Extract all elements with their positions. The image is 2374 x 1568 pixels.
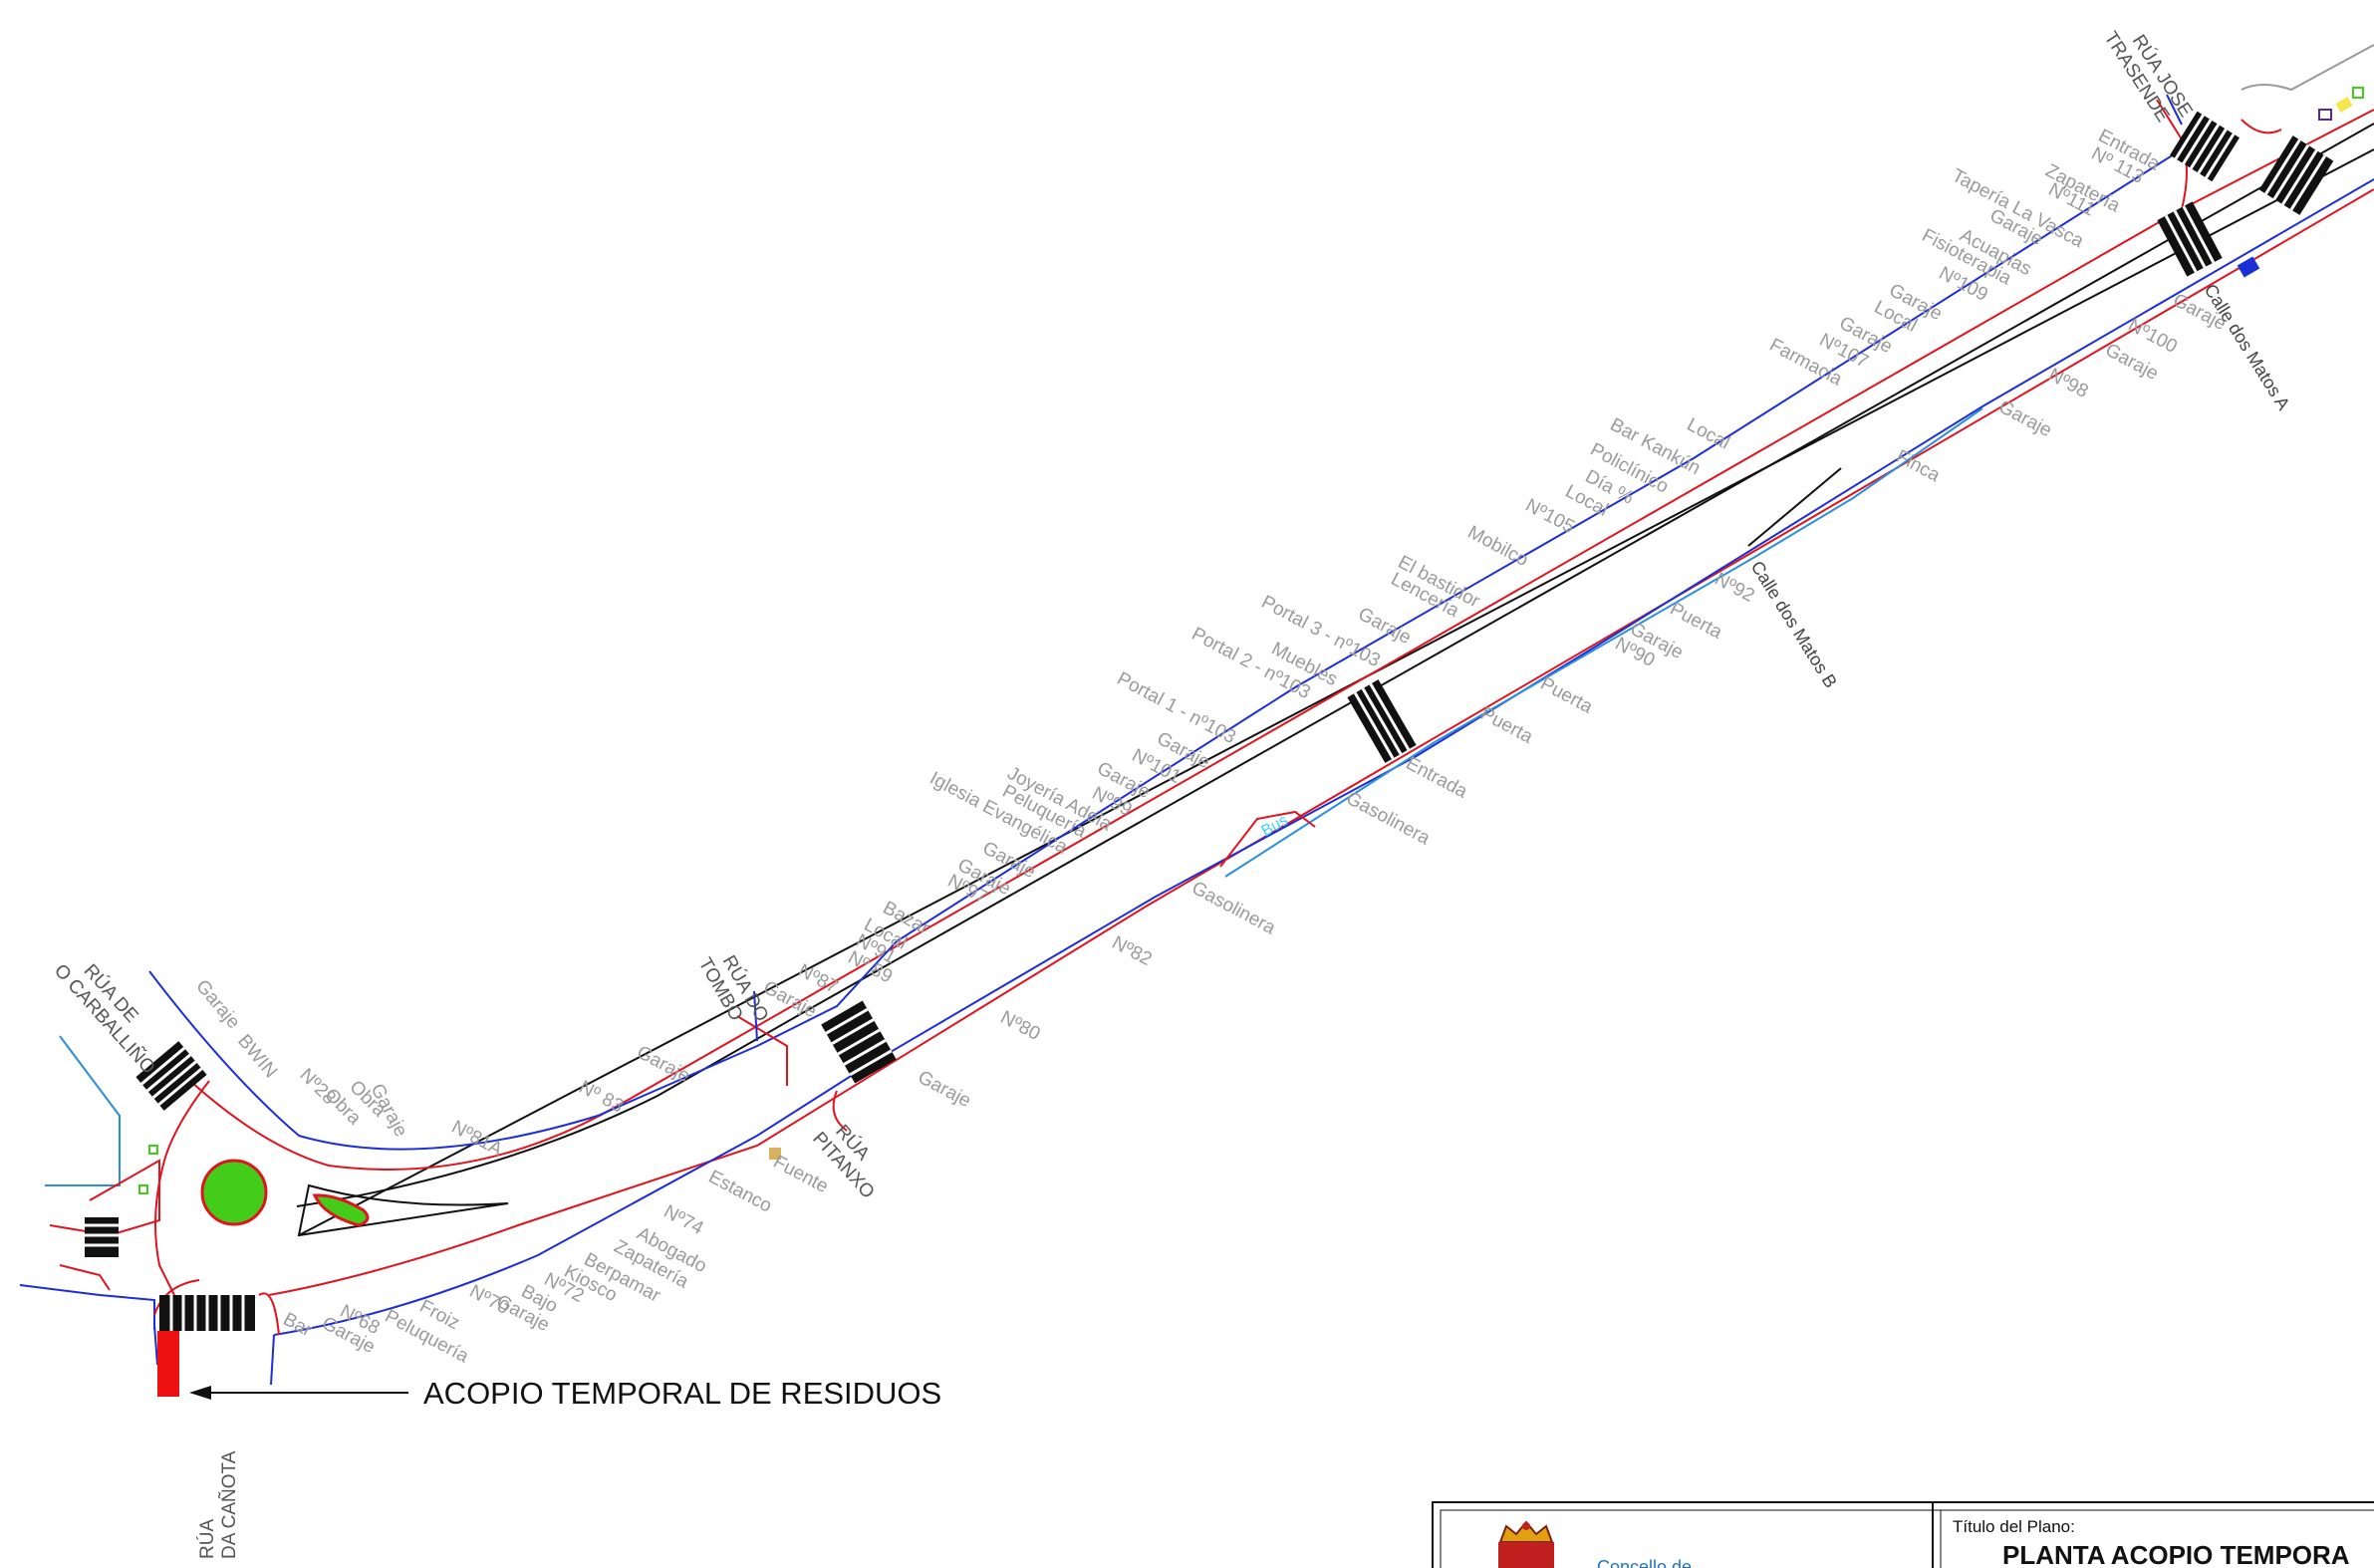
trasende-grey: [2241, 44, 2374, 92]
street-canota-l2: DA CAÑOTA: [218, 1450, 240, 1559]
lbl-s-6: Nº92: [1712, 569, 1758, 607]
plan-title: PLANTA ACOPIO TEMPORA: [2002, 1540, 2350, 1568]
lbl-s-29: Nº70: [466, 1281, 513, 1319]
fuente-marker: [769, 1148, 781, 1160]
facade-south: [273, 178, 2374, 1336]
lbl-s-4: Garaje: [1995, 396, 2055, 441]
small-green-marker-1: [148, 1145, 158, 1155]
street-jose-trasende: RÚA JOSE TRASENDE: [2100, 28, 2198, 126]
green-marker-ne: [2352, 87, 2364, 99]
lbl-s-10: Puerta: [1537, 673, 1597, 718]
lbl-s-7: Puerta: [1667, 599, 1726, 644]
tombo-facade: [753, 990, 758, 1042]
lbl-s-11: Puerta: [1477, 703, 1537, 748]
facade-north: [148, 148, 2183, 1151]
waste-collection-area: [157, 1331, 179, 1397]
street-matos-b: Calle dos Matos B: [1747, 558, 1841, 691]
crosswalk-trasende: [2170, 111, 2240, 182]
trasende-curb-e: [2241, 119, 2282, 134]
canota-facade-w: [153, 1324, 158, 1366]
street-canota-l1: RÚA: [196, 1519, 218, 1559]
sw-facade: [19, 1284, 155, 1330]
canota-facade: [270, 1334, 275, 1386]
lbl-s-34: Bar: [280, 1309, 317, 1342]
lbl-s-16: Nº82: [1109, 932, 1156, 970]
small-green-marker-2: [138, 1184, 148, 1194]
lbl-s-17: Nº80: [997, 1007, 1044, 1045]
canota-curb-e: [258, 1292, 280, 1336]
lbl-n-46: Nº81A: [448, 1117, 506, 1161]
title-block: Concello de Título del Plano: PLANTA ACO…: [1432, 1501, 2374, 1568]
annotation-waste: ACOPIO TEMPORAL DE RESIDUOS: [423, 1376, 941, 1411]
crosswalk-west: [85, 1217, 119, 1257]
yellow-marker: [2335, 97, 2353, 113]
council-name: Concello de: [1597, 1557, 1692, 1568]
sw-curb-2: [59, 1264, 111, 1291]
roundabout: [200, 1159, 268, 1226]
annotation-arrowhead: [189, 1386, 211, 1400]
street-carballino: RÚA DE O CARBALLIÑO: [50, 959, 159, 1078]
crosswalk-tombo: [821, 1000, 897, 1084]
west-curb: [154, 1080, 210, 1296]
curb-north: [178, 109, 2374, 1171]
lbl-s-3: Nº98: [2045, 365, 2092, 402]
lbl-n-20: Mobilco: [1464, 522, 1532, 571]
lbl-s-12: Entrada: [1403, 753, 1471, 803]
facade-west-light: [45, 1035, 121, 1186]
road-axis-south: [298, 148, 2374, 1236]
crosswalk-canota: [159, 1295, 255, 1331]
lbl-n-52: Garaje: [191, 976, 244, 1033]
street-matos-a: Calle dos Matos A: [2201, 281, 2294, 414]
green-island: [312, 1193, 370, 1227]
crosswalk-middle: [1347, 679, 1417, 763]
crosswalk-matos-a: [2157, 201, 2223, 277]
lbl-n-42: Nº87: [795, 960, 842, 998]
north-labels: Entrada Nº 113 Zapatería Nº111 Tapería L…: [191, 126, 2163, 1161]
street-canota: RÚA DA CAÑOTA: [196, 1450, 240, 1559]
matos-b-line: [1747, 467, 1842, 547]
trasende-facade: [2166, 94, 2183, 126]
lbl-s-21: Nº74: [660, 1201, 707, 1239]
lbl-n-51: BWIN: [233, 1031, 281, 1083]
tombo-curb: [736, 1015, 788, 1086]
bus-label: Bus: [1259, 812, 1291, 841]
lbl-s-13: Gasolinera: [1343, 788, 1434, 850]
facade-south-light: [1224, 407, 1983, 878]
lbl-s-20: Estanco: [705, 1167, 775, 1217]
crosswalk-carballino: [135, 1041, 207, 1111]
bus-bay: [1219, 810, 1316, 868]
plan-title-label: Título del Plano:: [1953, 1517, 2075, 1536]
council-crest-icon: [1498, 1520, 1554, 1568]
lbl-s-19: Fuente: [770, 1152, 832, 1197]
purple-marker: [2318, 109, 2332, 121]
lbl-s-18: Garaje: [915, 1067, 974, 1112]
canota-curb-w: [153, 1279, 200, 1316]
traffic-island: [297, 1183, 509, 1237]
lbl-n-44: Nº 83: [576, 1077, 627, 1118]
crosswalk-east: [2258, 135, 2334, 215]
pitanxo-curb: [832, 1090, 848, 1132]
south-labels: Nº100 Garaje Garaje Nº98 Garaje Finca Nº…: [280, 290, 2230, 1368]
lbl-s-15: Gasolinera: [1188, 878, 1279, 939]
blue-marker: [2237, 256, 2260, 278]
curb-south: [268, 188, 2374, 1296]
